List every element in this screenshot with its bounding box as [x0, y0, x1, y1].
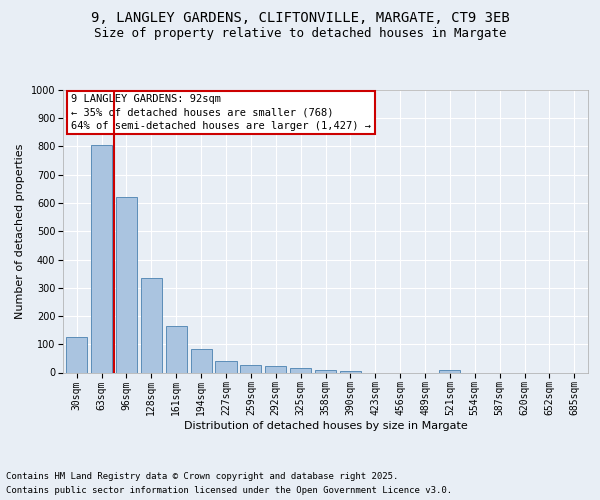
- Text: 9 LANGLEY GARDENS: 92sqm
← 35% of detached houses are smaller (768)
64% of semi-: 9 LANGLEY GARDENS: 92sqm ← 35% of detach…: [71, 94, 371, 130]
- Bar: [66, 337, 87, 372]
- Bar: [340, 370, 361, 372]
- Bar: [191, 350, 212, 372]
- Bar: [166, 326, 187, 372]
- Bar: [91, 145, 112, 372]
- Text: Contains HM Land Registry data © Crown copyright and database right 2025.: Contains HM Land Registry data © Crown c…: [6, 472, 398, 481]
- Bar: [141, 278, 162, 372]
- Bar: [439, 370, 460, 372]
- Bar: [116, 198, 137, 372]
- Bar: [290, 368, 311, 372]
- Y-axis label: Number of detached properties: Number of detached properties: [16, 144, 25, 319]
- Bar: [265, 366, 286, 372]
- X-axis label: Distribution of detached houses by size in Margate: Distribution of detached houses by size …: [184, 421, 467, 431]
- Text: Size of property relative to detached houses in Margate: Size of property relative to detached ho…: [94, 27, 506, 40]
- Bar: [315, 370, 336, 372]
- Text: 9, LANGLEY GARDENS, CLIFTONVILLE, MARGATE, CT9 3EB: 9, LANGLEY GARDENS, CLIFTONVILLE, MARGAT…: [91, 11, 509, 25]
- Text: Contains public sector information licensed under the Open Government Licence v3: Contains public sector information licen…: [6, 486, 452, 495]
- Bar: [240, 365, 262, 372]
- Bar: [215, 361, 236, 372]
